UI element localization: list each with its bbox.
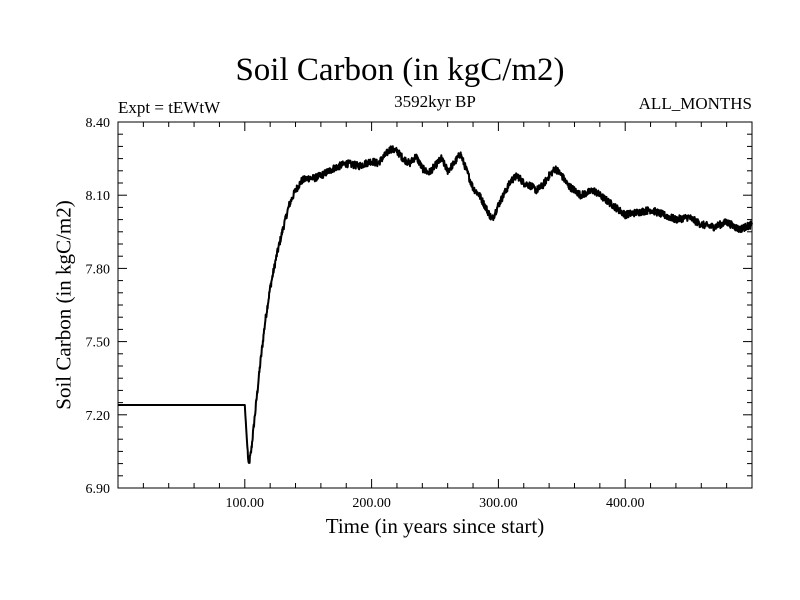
y-tick-label: 7.80 <box>86 262 111 277</box>
period-label: ALL_MONTHS <box>638 94 752 113</box>
y-tick-label: 7.50 <box>86 336 111 351</box>
x-tick-label: 200.00 <box>352 496 391 511</box>
chart-subtitle: 3592kyr BP <box>394 92 476 111</box>
plot-frame <box>117 121 753 489</box>
y-tick-label: 7.20 <box>86 409 111 424</box>
x-axis-label: Time (in years since start) <box>325 514 545 538</box>
x-tick-label: 300.00 <box>479 496 518 511</box>
y-tick-label: 8.40 <box>86 116 111 131</box>
x-tick-label: 100.00 <box>226 496 265 511</box>
chart-title: Soil Carbon (in kgC/m2) <box>235 52 565 88</box>
y-tick-label: 8.10 <box>86 189 111 204</box>
y-tick-label: 6.90 <box>86 482 111 497</box>
experiment-label: Expt = tEWtW <box>118 98 221 117</box>
series-line-soil-carbon <box>117 145 753 464</box>
x-tick-label: 400.00 <box>606 496 645 511</box>
